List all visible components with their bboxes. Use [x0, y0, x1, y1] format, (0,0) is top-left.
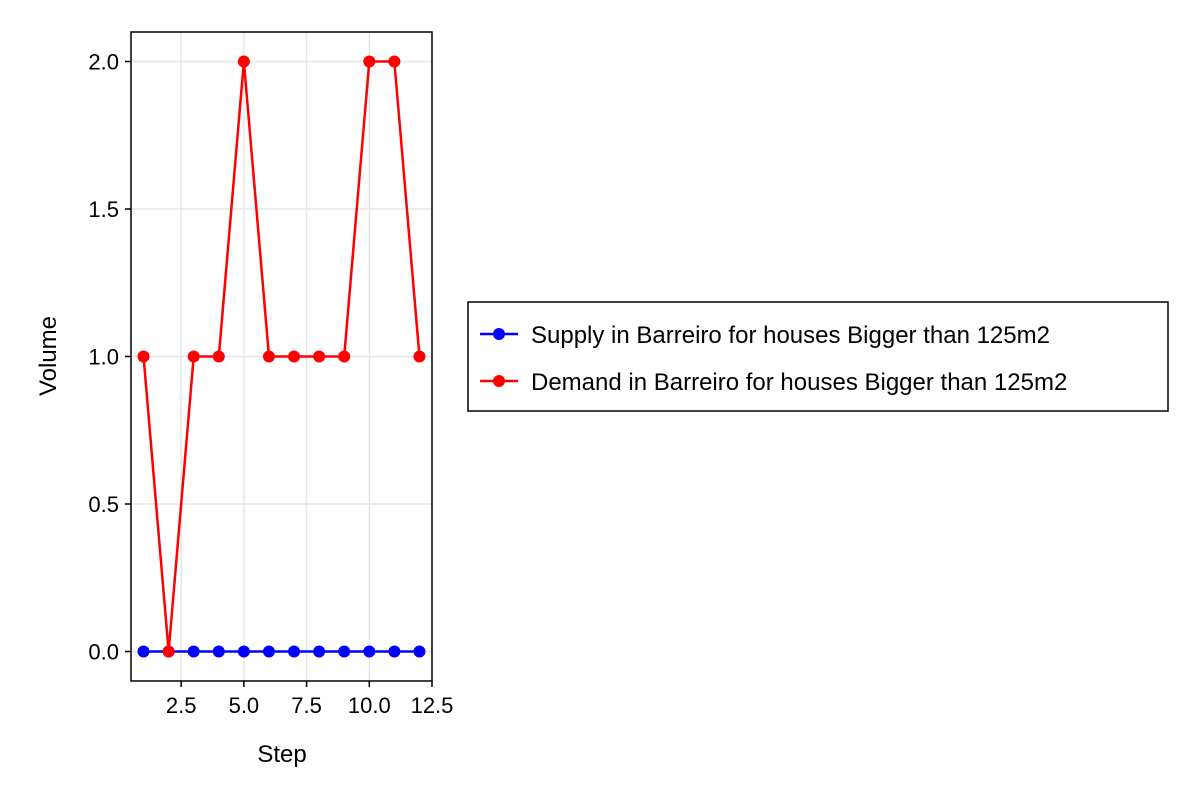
- legend-entry-supply: Supply in Barreiro for houses Bigger tha…: [480, 322, 1050, 349]
- data-point-supply: [313, 645, 326, 658]
- legend-entry-demand: Demand in Barreiro for houses Bigger tha…: [480, 369, 1067, 396]
- data-point-supply: [338, 645, 351, 658]
- y-axis-title: Volume: [35, 316, 62, 396]
- data-point-demand: [187, 350, 200, 363]
- data-point-demand: [288, 350, 301, 363]
- y-tick-label: 2.0: [88, 50, 119, 75]
- x-tick-label: 5.0: [229, 693, 260, 718]
- data-point-supply: [288, 645, 301, 658]
- data-point-supply: [262, 645, 275, 658]
- data-point-demand: [413, 350, 426, 363]
- data-point-supply: [363, 645, 376, 658]
- y-tick-label: 1.0: [88, 345, 119, 370]
- y-tick-label: 0.0: [88, 640, 119, 665]
- series-demand: [137, 55, 426, 658]
- y-tick-label: 1.5: [88, 197, 119, 222]
- data-point-demand: [388, 55, 401, 68]
- data-point-supply: [388, 645, 401, 658]
- data-point-supply: [187, 645, 200, 658]
- x-tick-label: 2.5: [166, 693, 197, 718]
- x-tick-label: 7.5: [291, 693, 322, 718]
- x-tick-label: 12.5: [411, 693, 454, 718]
- x-axis-title: Step: [257, 741, 306, 768]
- legend-label-demand: Demand in Barreiro for houses Bigger tha…: [531, 369, 1067, 396]
- data-point-demand: [137, 350, 150, 363]
- data-point-supply: [137, 645, 150, 658]
- y-tick-label: 0.5: [88, 492, 119, 517]
- data-point-demand: [162, 645, 175, 658]
- data-point-demand: [363, 55, 376, 68]
- axis-ticks: 2.5 5.0 7.5 10.0 12.5 0.0 0.5 1.0 1.5 2.0: [88, 50, 453, 719]
- x-tick-label: 10.0: [348, 693, 391, 718]
- legend: Supply in Barreiro for houses Bigger tha…: [467, 301, 1169, 412]
- data-point-demand: [313, 350, 326, 363]
- legend-frame: [467, 301, 1169, 412]
- data-point-demand: [338, 350, 351, 363]
- legend-label-supply: Supply in Barreiro for houses Bigger tha…: [531, 322, 1050, 349]
- series-layer: [137, 55, 426, 658]
- legend-swatch-marker-supply: [493, 328, 505, 340]
- legend-swatch-marker-demand: [493, 375, 505, 387]
- data-point-demand: [237, 55, 250, 68]
- data-point-supply: [413, 645, 426, 658]
- data-point-demand: [212, 350, 225, 363]
- data-point-supply: [212, 645, 225, 658]
- data-point-demand: [262, 350, 275, 363]
- data-point-supply: [237, 645, 250, 658]
